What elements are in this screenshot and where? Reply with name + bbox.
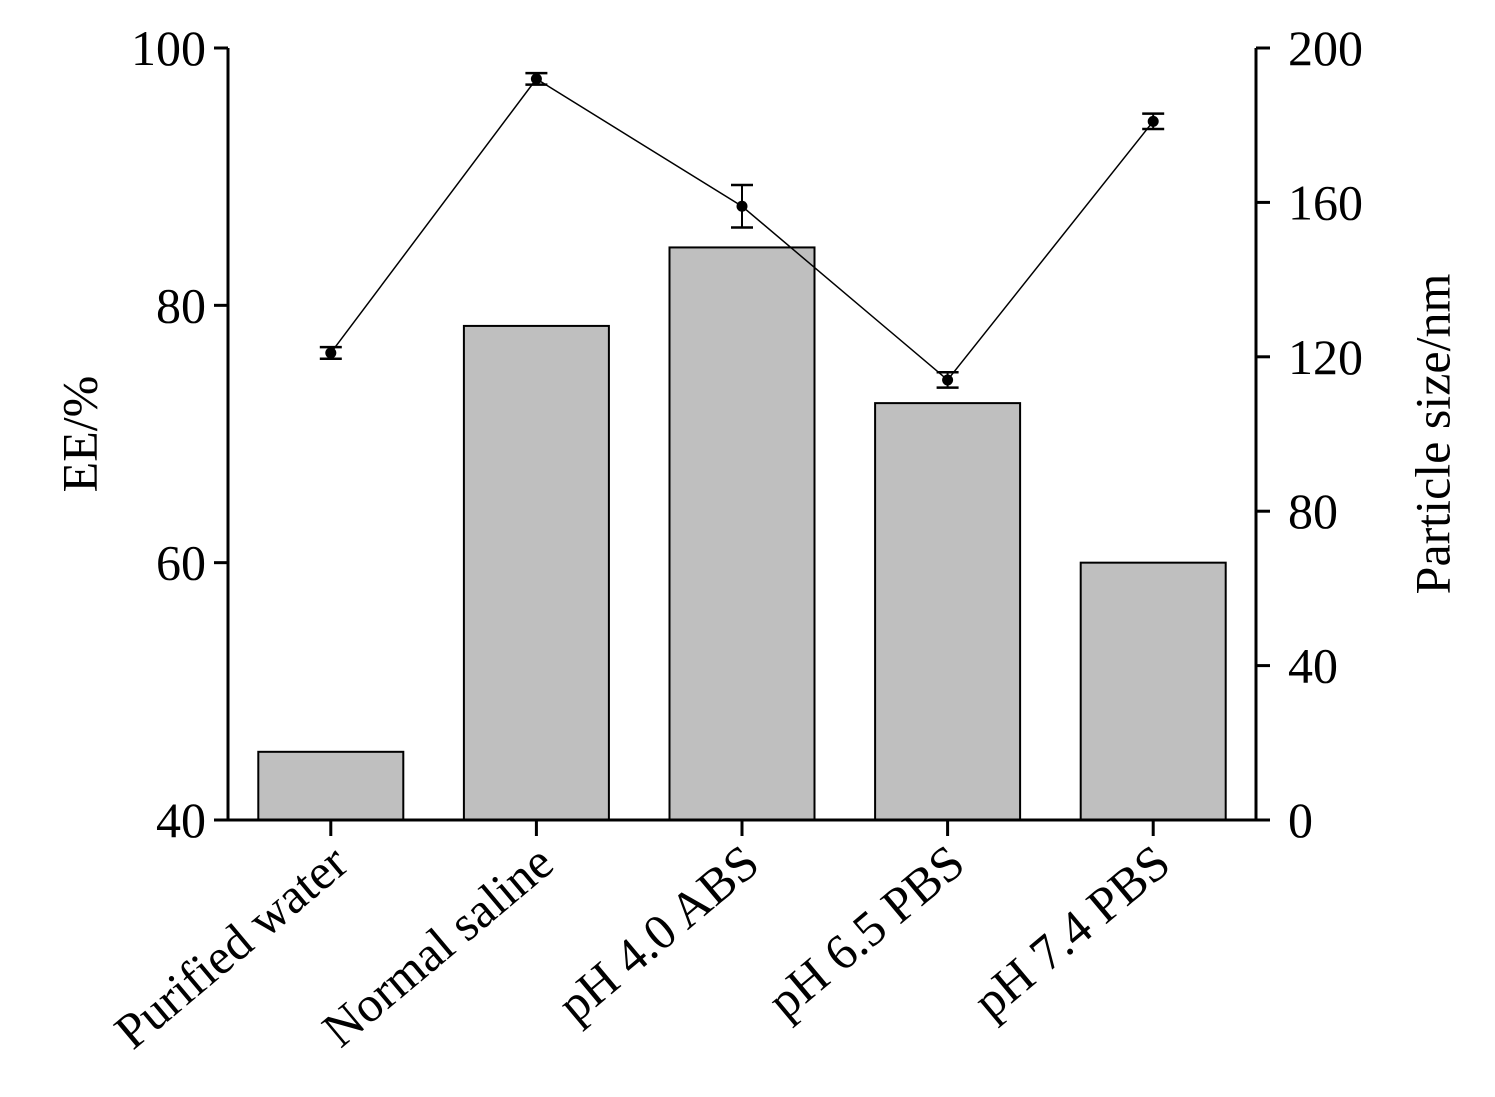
bar-2 <box>668 246 816 821</box>
right-tick-label-3: 80 <box>1288 483 1338 539</box>
left-tick-label-3: 40 <box>156 792 206 848</box>
right-tick-label-2: 120 <box>1288 329 1363 385</box>
category-label-4: pH 7.4 PBS <box>962 834 1180 1030</box>
right-tick-label-4: 40 <box>1288 638 1338 694</box>
point-4 <box>1147 115 1159 127</box>
category-label-3: pH 6.5 PBS <box>757 834 975 1030</box>
left-ticks: 100 80 60 40 <box>131 20 228 848</box>
bar-0 <box>257 750 405 821</box>
category-label-2: pH 4.0 ABS <box>547 834 769 1033</box>
point-3 <box>942 374 954 386</box>
right-ticks: 200 160 120 80 40 0 <box>1256 20 1363 848</box>
left-tick-label-1: 80 <box>156 277 206 333</box>
particle-size-series <box>319 71 1165 389</box>
point-0 <box>325 347 337 359</box>
right-tick-label-5: 0 <box>1288 792 1313 848</box>
point-2 <box>736 200 748 212</box>
y-axis-title-left: EE/% <box>51 376 107 493</box>
bars-layer <box>257 246 1227 822</box>
point-1 <box>530 73 542 85</box>
bar-1 <box>462 324 610 821</box>
bar-3 <box>874 402 1022 821</box>
left-tick-label-2: 60 <box>156 535 206 591</box>
left-tick-label-0: 100 <box>131 20 206 76</box>
right-tick-label-0: 200 <box>1288 20 1363 76</box>
bar-4 <box>1079 561 1227 822</box>
right-tick-label-1: 160 <box>1288 174 1363 230</box>
y-axis-title-right: Particle size/nm <box>1404 274 1460 595</box>
